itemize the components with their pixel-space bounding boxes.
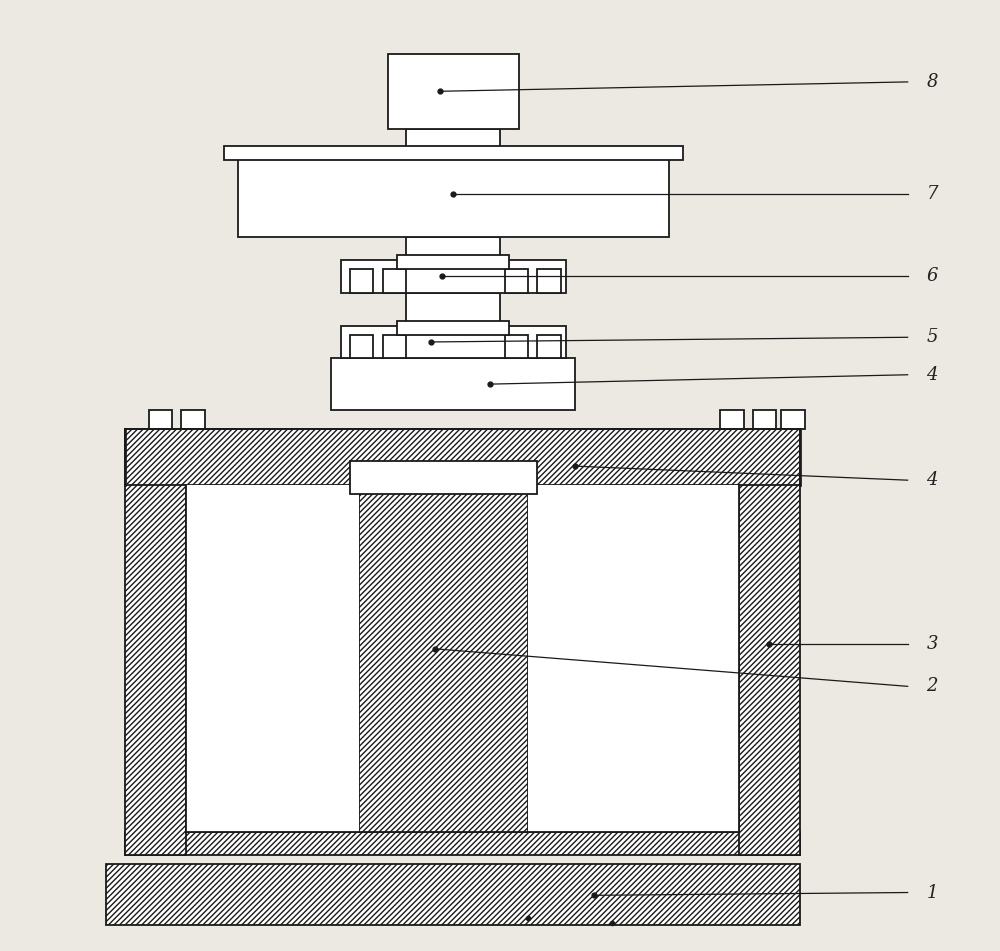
Bar [359, 466, 528, 831]
Bar [753, 410, 776, 429]
Bar [149, 410, 172, 429]
Bar [720, 410, 744, 429]
Bar [528, 485, 739, 831]
Bar [739, 434, 800, 855]
Bar [331, 359, 575, 410]
Text: 4: 4 [926, 471, 938, 489]
Bar [125, 831, 800, 855]
Bar [341, 260, 566, 293]
Text: 6: 6 [926, 267, 938, 285]
Bar [238, 152, 669, 237]
Bar [383, 335, 406, 359]
Bar [537, 335, 561, 359]
Bar [350, 269, 373, 293]
Bar [125, 434, 186, 855]
Text: 8: 8 [926, 73, 938, 91]
Bar [397, 255, 509, 269]
Text: 2: 2 [926, 677, 938, 695]
Text: 1: 1 [926, 883, 938, 902]
Bar [406, 293, 500, 325]
Bar [781, 410, 805, 429]
Bar [186, 485, 359, 831]
Bar [224, 146, 683, 160]
Bar [106, 864, 800, 925]
Text: 3: 3 [926, 635, 938, 653]
Bar [125, 429, 800, 485]
Bar [350, 335, 373, 359]
Bar [406, 237, 500, 260]
Text: 7: 7 [926, 185, 938, 204]
Bar [397, 320, 509, 335]
Bar [505, 335, 528, 359]
Bar [537, 269, 561, 293]
Bar [341, 325, 566, 359]
Bar [383, 269, 406, 293]
Bar [181, 410, 205, 429]
Bar [350, 461, 537, 495]
Bar [505, 269, 528, 293]
Bar [406, 128, 500, 152]
Text: 5: 5 [926, 328, 938, 346]
Text: 4: 4 [926, 366, 938, 384]
Bar [388, 54, 519, 128]
